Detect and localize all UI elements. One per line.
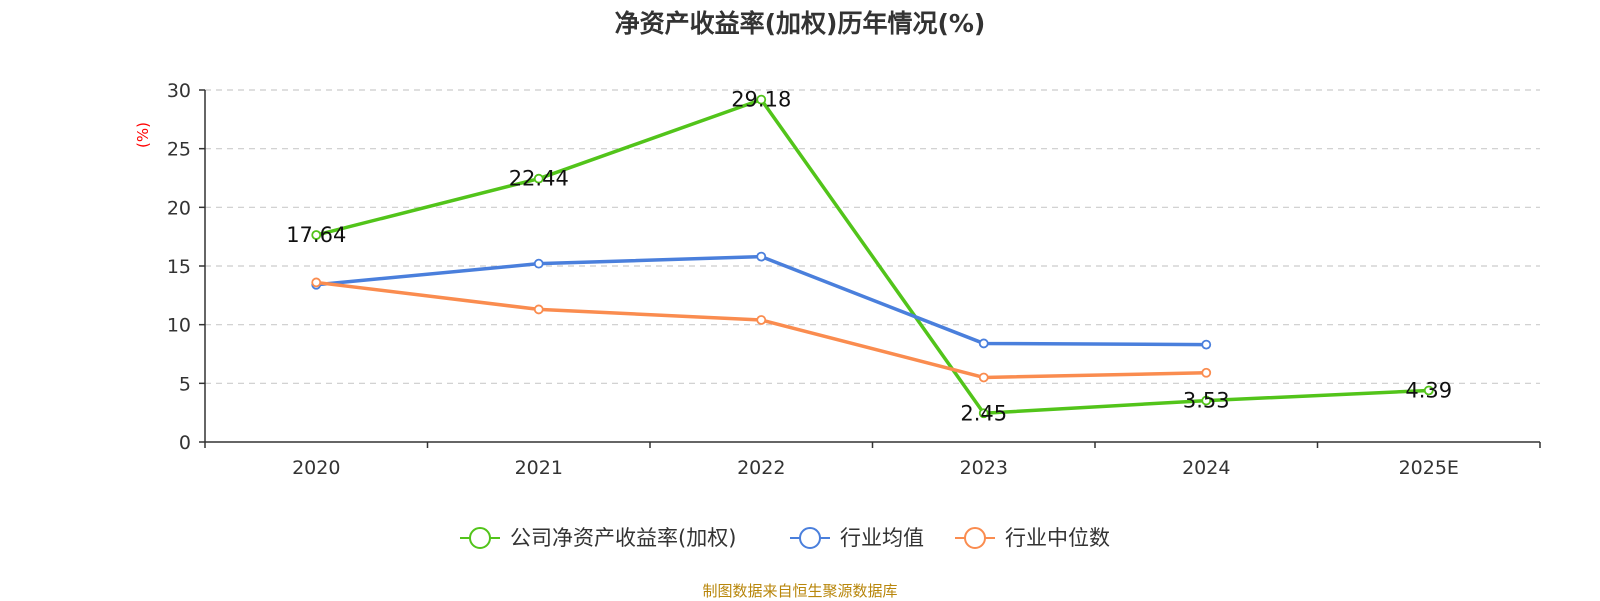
- data-label: 2.45: [960, 401, 1007, 425]
- legend-label: 行业均值: [840, 526, 924, 550]
- legend-label: 行业中位数: [1005, 526, 1110, 550]
- series-line: [316, 280, 1207, 380]
- y-tick-label: 20: [167, 197, 191, 219]
- x-tick-label: 2025E: [1399, 457, 1459, 479]
- legend-label: 公司净资产收益率(加权): [510, 526, 736, 550]
- data-point: [756, 251, 767, 262]
- data-point: [756, 315, 767, 325]
- data-label: 3.53: [1183, 389, 1230, 413]
- x-tick-label: 2021: [515, 457, 563, 479]
- legend-swatch-marker: [469, 527, 491, 549]
- data-label: 17.64: [286, 223, 346, 247]
- y-tick-label: 25: [167, 139, 191, 161]
- data-point: [311, 277, 322, 288]
- x-tick-label: 2022: [737, 457, 785, 479]
- series-line: [315, 97, 1429, 416]
- x-tick-label: 2020: [292, 457, 340, 479]
- data-point: [756, 94, 767, 105]
- data-point: [533, 304, 544, 315]
- data-label: 29.18: [731, 88, 791, 112]
- legend-swatch-marker: [964, 527, 986, 549]
- y-axis-label: (%): [134, 122, 152, 148]
- y-tick-label: 5: [179, 373, 191, 395]
- y-tick-label: 30: [167, 80, 191, 102]
- x-tick-label: 2024: [1182, 457, 1230, 479]
- y-tick-label: 15: [167, 256, 191, 278]
- y-tick-label: 0: [179, 432, 191, 454]
- data-label: 22.44: [509, 167, 569, 191]
- source-note: 制图数据来自恒生聚源数据库: [702, 582, 898, 600]
- data-point: [978, 408, 989, 419]
- data-point: [978, 338, 989, 349]
- data-label: 4.39: [1405, 378, 1452, 402]
- chart-title: 净资产收益率(加权)历年情况(%): [614, 9, 986, 38]
- data-point: [1201, 339, 1212, 350]
- data-point: [533, 258, 544, 269]
- y-tick-label: 10: [167, 315, 191, 337]
- data-point: [978, 372, 989, 383]
- x-tick-label: 2023: [960, 457, 1008, 479]
- data-point: [1201, 367, 1212, 378]
- data-point: [1201, 395, 1212, 406]
- series-line: [316, 254, 1207, 347]
- legend-swatch-marker: [799, 527, 821, 549]
- data-point: [533, 173, 544, 184]
- data-point: [311, 230, 322, 240]
- data-point: [1423, 385, 1434, 396]
